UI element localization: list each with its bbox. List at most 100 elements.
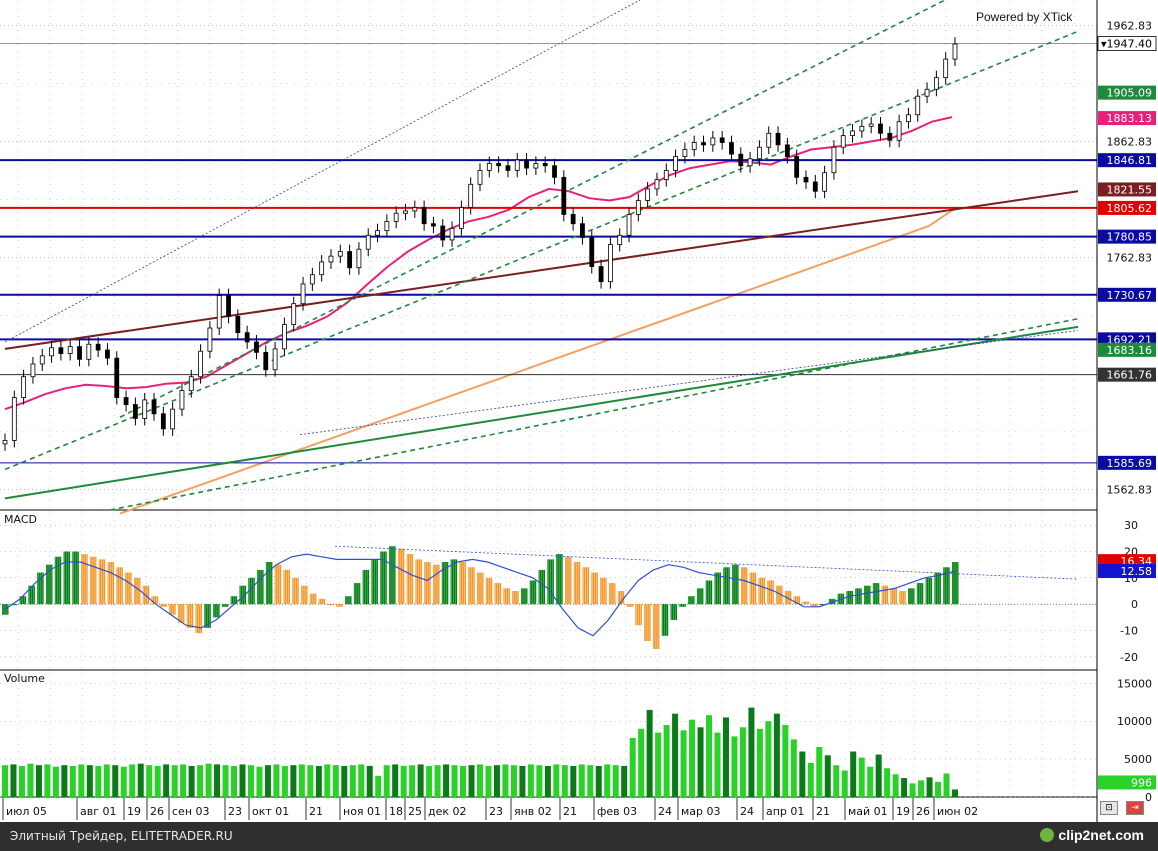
level-label-bg: [1098, 229, 1156, 244]
volume-bar: [544, 765, 551, 797]
candle: [635, 193, 641, 222]
candle: [337, 244, 343, 264]
candle-body: [226, 295, 231, 317]
link-icon[interactable]: ⊡: [1100, 801, 1118, 815]
candle: [412, 200, 418, 218]
candle-body: [607, 244, 613, 283]
candle-body: [2, 440, 8, 445]
candle: [673, 149, 678, 178]
last-price-bg: [1097, 36, 1157, 51]
volume-bar: [61, 765, 68, 797]
candle-body: [384, 220, 390, 232]
candle: [198, 344, 203, 384]
candle-body: [151, 399, 157, 415]
candle-body: [896, 121, 902, 141]
candle-body: [589, 237, 595, 267]
volume-bar: [570, 765, 577, 797]
footer-site-label: Элитный Трейдер, ELITETRADER.RU: [10, 829, 233, 843]
volume-bar: [86, 765, 93, 797]
moving-averages: [4, 116, 956, 515]
volume-bar: [731, 736, 738, 797]
volume-bar: [2, 765, 8, 797]
volume-bar: [18, 765, 25, 797]
volume-bar: [417, 764, 424, 797]
time-axis-label: 24: [658, 805, 672, 818]
candle: [356, 242, 362, 275]
time-axis-label: фев 03: [597, 805, 637, 818]
volume-bar: [629, 737, 636, 797]
volume-bar: [214, 764, 221, 797]
candle-body: [915, 95, 921, 116]
level-label: 1683.16: [1107, 344, 1153, 357]
candle: [170, 402, 176, 436]
volume-bar: [78, 764, 85, 797]
candle: [393, 206, 399, 229]
candle: [30, 357, 36, 384]
candle: [868, 117, 874, 134]
candle: [77, 339, 82, 367]
candle: [486, 156, 492, 178]
candle: [282, 317, 287, 356]
candle: [142, 392, 148, 426]
candle: [542, 156, 548, 173]
candle: [179, 383, 185, 417]
candle: [850, 124, 855, 143]
last-price-label: ▾1947.40: [1101, 38, 1152, 51]
candle: [589, 230, 595, 274]
time-axis-label: 19: [127, 805, 141, 818]
macd-panel-title: MACD: [4, 513, 37, 526]
volume-bar: [460, 765, 467, 797]
volume-bar: [349, 765, 356, 797]
time-axis-label: авг 01: [80, 805, 117, 818]
volume-bar: [205, 763, 212, 797]
candle-body: [654, 179, 660, 190]
time-axis-label: июл 05: [6, 805, 47, 818]
volume-value-label: 996: [1131, 776, 1152, 789]
time-axis-label: мар 03: [681, 805, 721, 818]
candle: [896, 114, 902, 148]
price-axis: 1846.811821.551805.621780.851730.671692.…: [1096, 0, 1157, 822]
volume-bar: [180, 764, 187, 797]
candle-body: [812, 181, 818, 192]
candle: [86, 337, 92, 367]
volume-bar: [748, 707, 755, 797]
candle-body: [645, 188, 651, 201]
volume-bar: [69, 765, 76, 797]
exit-icon[interactable]: ⇥: [1126, 801, 1144, 815]
candle: [803, 170, 809, 189]
candle-body: [775, 132, 781, 146]
candle: [840, 128, 846, 155]
volume-bar: [239, 764, 246, 797]
candle: [114, 351, 120, 405]
volume-bar: [400, 765, 407, 797]
volume-bar: [383, 765, 390, 797]
candle: [747, 151, 753, 173]
candle-body: [561, 176, 567, 215]
candle-body: [328, 255, 334, 263]
macd-value-bg: [1098, 564, 1156, 579]
candle-body: [747, 158, 753, 167]
candle: [235, 309, 241, 340]
candle: [729, 135, 734, 162]
volume-bar: [561, 765, 568, 797]
volume-bar: [926, 777, 933, 797]
volume-bar: [790, 739, 797, 797]
candle: [365, 228, 371, 257]
powered-by-label: Powered by XTick: [976, 10, 1073, 24]
volume-bar: [477, 764, 483, 797]
candle: [300, 277, 306, 311]
candle-body: [291, 303, 297, 325]
candle-body: [514, 159, 520, 171]
volume-bar: [247, 765, 254, 797]
price-tick-label: 1762.83: [1107, 252, 1153, 265]
volume-bar: [290, 765, 297, 797]
volume-bar: [884, 768, 891, 797]
volume-panel-title: Volume: [4, 672, 45, 685]
candle: [216, 288, 222, 335]
candle-body: [952, 43, 958, 60]
macd-signal-line: [4, 553, 956, 637]
candle-body: [822, 172, 828, 192]
volume-bar: [264, 765, 271, 797]
candle: [710, 130, 716, 152]
volume-bar: [714, 732, 721, 797]
